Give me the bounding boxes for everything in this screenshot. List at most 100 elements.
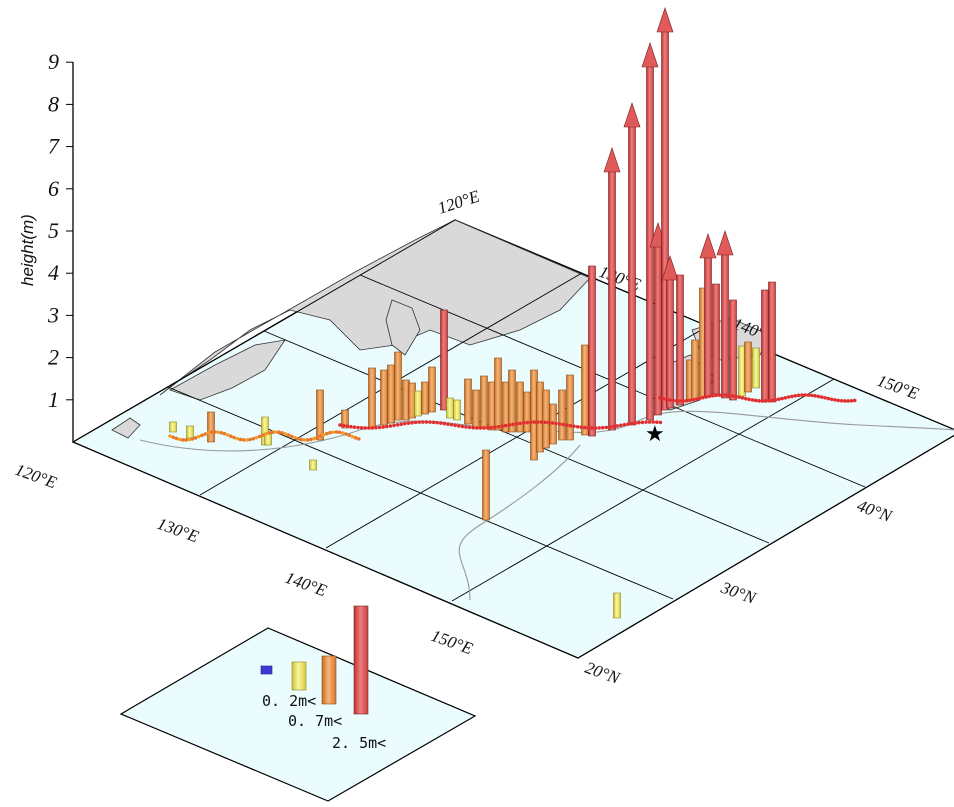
tsunami-height-bar xyxy=(654,244,662,416)
observation-point xyxy=(704,395,708,399)
observation-point xyxy=(289,434,294,439)
observation-point xyxy=(257,434,262,439)
observation-point xyxy=(344,432,348,436)
observation-point xyxy=(206,431,211,435)
height-tick-label: 1 xyxy=(48,387,59,412)
observation-point xyxy=(356,425,360,430)
observation-point xyxy=(839,398,844,403)
observation-point xyxy=(464,425,468,429)
observation-point xyxy=(431,420,436,425)
observation-point xyxy=(846,399,850,403)
observation-point xyxy=(767,398,771,403)
observation-point xyxy=(529,420,533,425)
observation-point xyxy=(671,398,675,403)
observation-point xyxy=(403,421,407,426)
observation-point xyxy=(309,437,313,442)
observation-point xyxy=(471,425,476,430)
observation-point xyxy=(633,421,637,425)
observation-point xyxy=(750,398,755,402)
observation-point xyxy=(449,422,454,427)
observation-point xyxy=(823,396,827,400)
observation-point xyxy=(651,420,655,424)
observation-point xyxy=(800,393,804,397)
observation-point xyxy=(757,399,761,403)
bar-arrowhead-icon xyxy=(603,147,621,173)
tsunami-height-bar xyxy=(558,389,566,441)
observation-point xyxy=(619,423,623,428)
observation-point xyxy=(331,430,336,434)
observation-point xyxy=(203,432,207,436)
observation-point xyxy=(744,396,748,401)
observation-point xyxy=(816,394,821,399)
observation-point xyxy=(697,396,702,401)
bar-arrowhead-icon xyxy=(699,233,717,259)
observation-point xyxy=(843,399,847,403)
observation-point xyxy=(219,430,223,435)
observation-point xyxy=(521,421,526,425)
legend-label-orange: 0. 7m< xyxy=(288,712,342,730)
legend-red-bar xyxy=(353,605,369,715)
observation-point xyxy=(168,434,172,438)
observation-point xyxy=(467,425,472,430)
observation-point xyxy=(381,425,386,429)
observation-point xyxy=(503,423,508,428)
observation-point xyxy=(668,398,672,402)
height-tick-label: 8 xyxy=(48,91,59,116)
observation-point xyxy=(302,438,307,442)
tsunami-height-bar xyxy=(588,265,596,437)
observation-point xyxy=(341,423,346,428)
observation-point xyxy=(270,430,275,435)
tsunami-height-bars xyxy=(168,7,857,619)
observation-point xyxy=(826,396,831,401)
observation-point xyxy=(793,393,798,398)
observation-point xyxy=(225,433,230,437)
tsunami-height-bar xyxy=(508,369,516,433)
observation-point xyxy=(367,426,371,430)
tsunami-height-bar xyxy=(387,364,395,424)
observation-point xyxy=(174,436,179,441)
observation-point xyxy=(363,426,368,430)
observation-point xyxy=(357,437,361,441)
observation-point xyxy=(478,426,483,430)
observation-point xyxy=(345,424,350,428)
observation-point xyxy=(601,425,605,430)
observation-point xyxy=(241,438,246,442)
observation-point xyxy=(565,423,569,427)
tsunami-height-bar xyxy=(414,390,422,417)
observation-point xyxy=(724,393,728,397)
tsunami-height-bar xyxy=(666,277,674,409)
observation-point xyxy=(424,420,429,424)
observation-point xyxy=(421,420,425,424)
observation-point xyxy=(629,421,634,426)
observation-point xyxy=(572,424,576,429)
observation-point xyxy=(691,397,695,402)
observation-point xyxy=(299,437,304,442)
legend-label-red: 2. 5m< xyxy=(332,734,386,752)
observation-point xyxy=(264,432,268,436)
observation-point xyxy=(453,423,458,428)
taiwan xyxy=(111,417,141,439)
observation-point xyxy=(770,398,774,403)
observation-point xyxy=(790,394,794,399)
legend-label-yellow: 0. 2m< xyxy=(262,692,316,710)
observation-point xyxy=(658,420,663,425)
observation-point xyxy=(222,431,227,436)
observation-point xyxy=(293,435,297,440)
observation-point xyxy=(496,424,501,429)
observation-point xyxy=(485,426,490,430)
observation-point xyxy=(561,422,565,427)
bar-arrowhead-icon xyxy=(623,102,641,128)
height-tick-label: 9 xyxy=(48,49,59,74)
observation-point xyxy=(611,424,616,429)
observation-point xyxy=(286,433,291,437)
label-bottom-130e: 130°E xyxy=(155,514,202,547)
observation-point xyxy=(435,420,440,425)
observation-point xyxy=(190,437,195,441)
observation-point xyxy=(568,423,573,428)
observation-point xyxy=(717,393,722,397)
observation-point xyxy=(273,430,278,434)
tsunami-height-bar xyxy=(494,357,502,431)
observation-point xyxy=(334,430,339,434)
tsunami-height-bar xyxy=(704,255,712,397)
